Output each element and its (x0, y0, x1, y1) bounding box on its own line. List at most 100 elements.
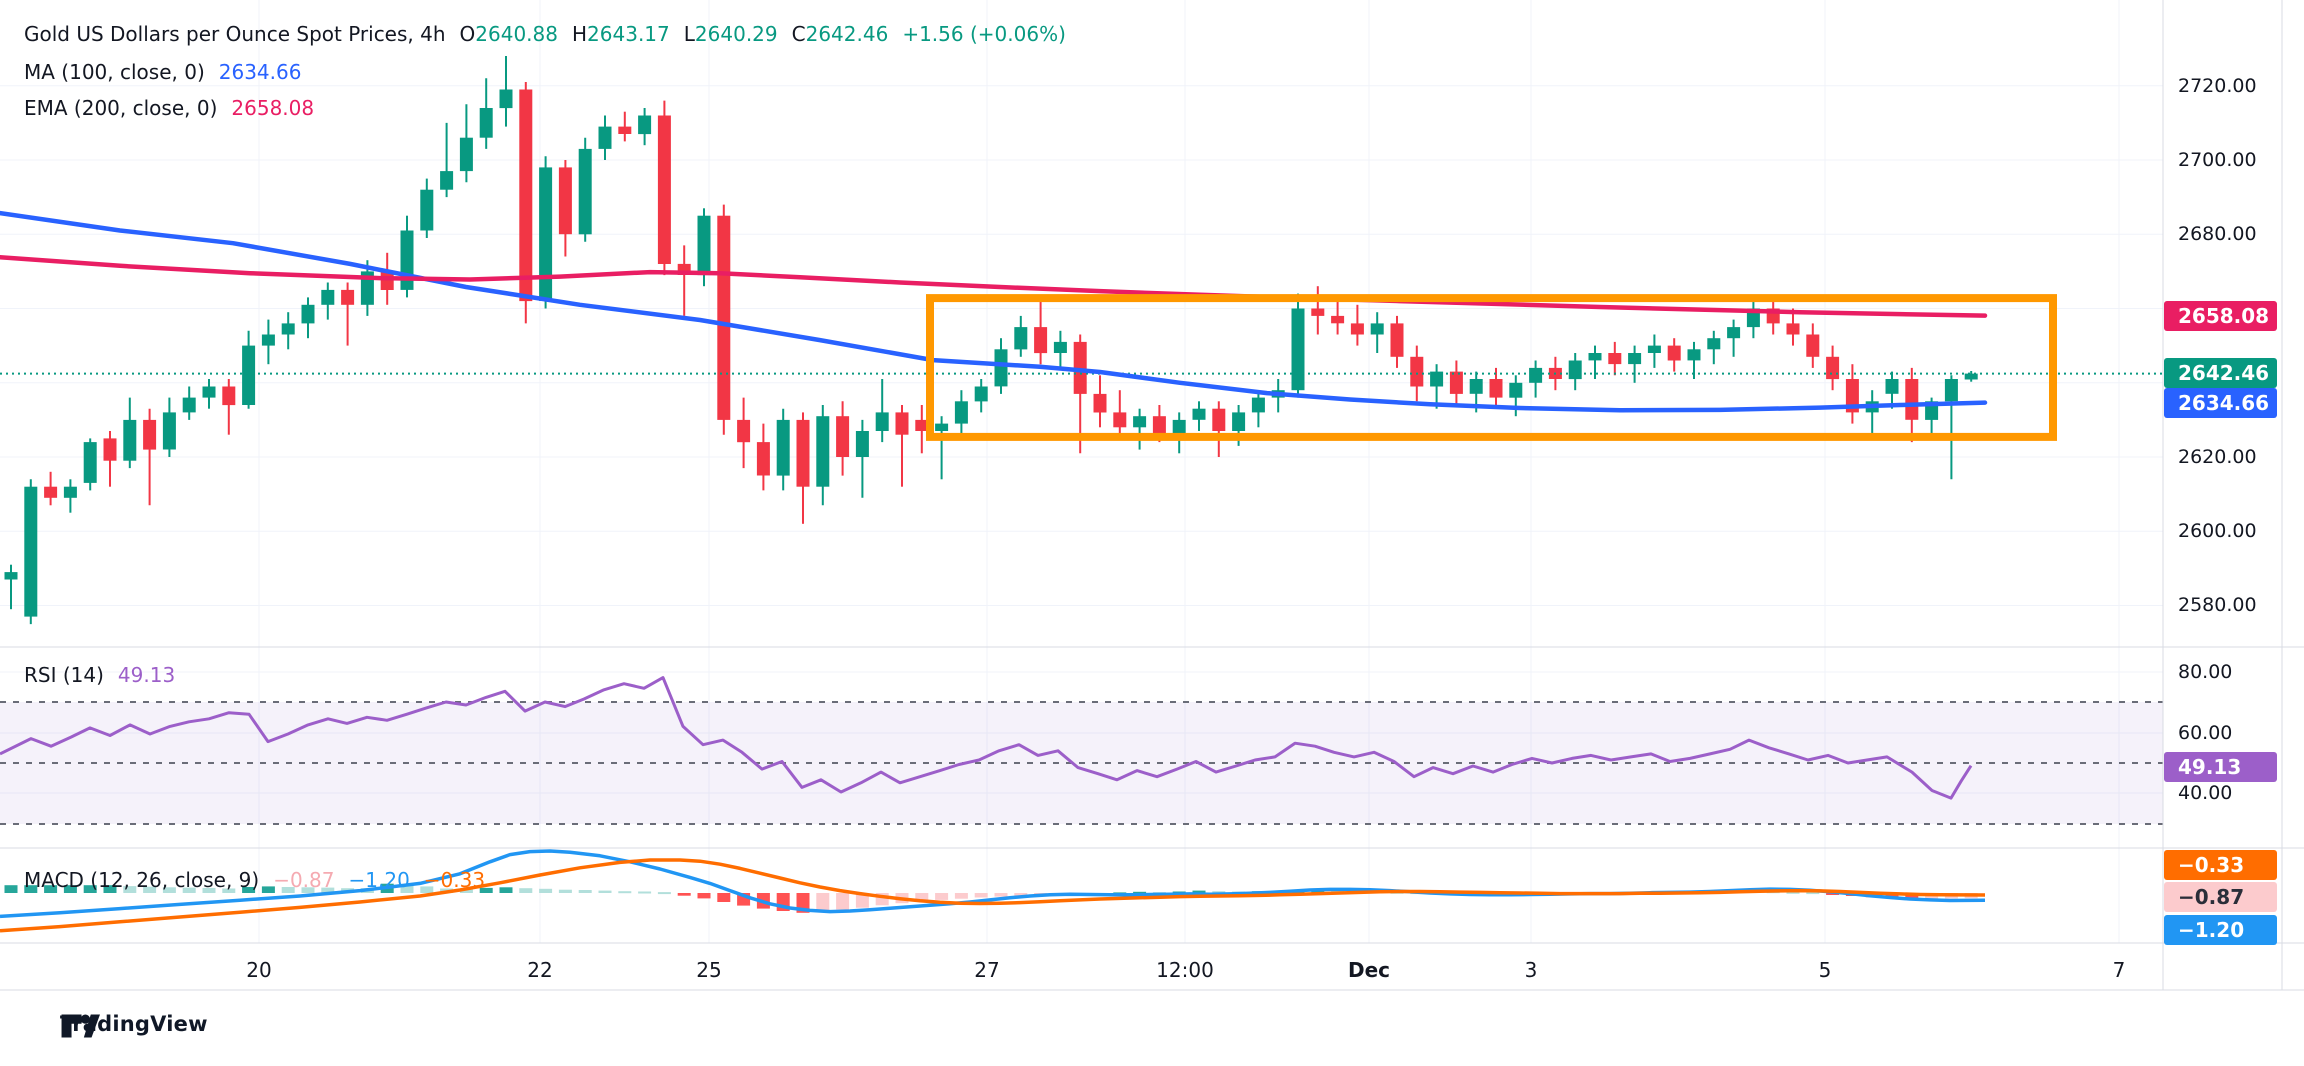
range-annotation-box (926, 294, 2057, 441)
macd-line-value: −1.20 (348, 868, 410, 892)
axis-value-badge: −0.33 (2164, 850, 2277, 880)
candle-body (1786, 323, 1800, 335)
candle-body (1707, 338, 1721, 350)
candle-body (1608, 353, 1622, 365)
macd-hist-bar (1192, 890, 1206, 893)
ohlc-open: O2640.88 (459, 22, 558, 46)
candle-body (1212, 408, 1226, 431)
ma-legend[interactable]: MA (100, close, 0) 2634.66 (24, 60, 301, 84)
macd-legend[interactable]: MACD (12, 26, close, 9) −0.87 −1.20 −0.3… (24, 868, 485, 892)
candle-body (717, 215, 731, 420)
macd-hist-bar (1133, 891, 1147, 894)
price-tick-label: 60.00 (2178, 722, 2233, 744)
candle-body (1073, 341, 1087, 394)
macd-hist-bar (677, 893, 691, 896)
candle-body (1034, 327, 1048, 354)
candle-body (1232, 412, 1246, 431)
candle-body (1568, 360, 1582, 380)
candle-body (519, 89, 533, 302)
macd-hist-bar (638, 891, 652, 894)
macd-hist-bar (816, 893, 830, 912)
axis-value-badge: 2634.66 (2164, 388, 2277, 418)
time-tick-label: 27 (974, 958, 1000, 982)
candle-body (954, 401, 968, 424)
candle-body (994, 349, 1008, 387)
ma-label: MA (100, close, 0) (24, 60, 205, 84)
candle-body (261, 334, 275, 346)
macd-hist-bar (1014, 893, 1028, 896)
candle-body (1667, 345, 1681, 361)
macd-hist-bar (261, 886, 275, 893)
candle-body (816, 416, 830, 487)
macd-hist-bar (657, 892, 671, 895)
macd-hist-bar (1885, 893, 1899, 899)
price-axis[interactable] (2163, 0, 2282, 990)
price-tick-label: 40.00 (2178, 782, 2233, 804)
macd-hist-bar (143, 886, 157, 893)
candle-body (1588, 353, 1602, 361)
candle-body (974, 386, 988, 402)
ohlc-low: L2640.29 (683, 22, 778, 46)
candle-body (103, 438, 117, 461)
macd-hist-bar (954, 893, 968, 899)
price-tick-label: 2620.00 (2178, 446, 2257, 468)
macd-hist-bar (578, 890, 592, 893)
macd-hist-bar (855, 893, 869, 908)
tradingview-logo-icon (61, 1014, 100, 1038)
candle-body (1251, 397, 1265, 413)
candle-body (1430, 371, 1444, 387)
candle-body (242, 345, 256, 405)
rsi-value: 49.13 (117, 663, 176, 687)
macd-label: MACD (12, 26, close, 9) (24, 868, 260, 892)
candle-body (400, 230, 414, 290)
candle-body (1014, 327, 1028, 350)
macd-signal-line (0, 858, 1986, 933)
candle-body (1944, 379, 1958, 402)
macd-hist-bar (123, 886, 137, 893)
time-axis[interactable] (0, 943, 2304, 990)
symbol-legend[interactable]: Gold US Dollars per Ounce Spot Prices, 4… (24, 22, 1066, 46)
axis-value-badge: 2658.08 (2164, 301, 2277, 331)
macd-hist-bar (697, 893, 711, 899)
macd-hist-bar (103, 885, 117, 893)
candle-body (558, 167, 572, 235)
candle-body (1469, 379, 1483, 394)
rsi-legend[interactable]: RSI (14) 49.13 (24, 663, 175, 687)
candle-body (1687, 349, 1701, 361)
rsi-panel (0, 701, 2163, 825)
price-tick-label: 2580.00 (2178, 594, 2257, 616)
macd-hist-bar (24, 885, 38, 893)
candle-body (1331, 315, 1345, 324)
candle-body (657, 115, 671, 264)
ema-legend[interactable]: EMA (200, close, 0) 2658.08 (24, 96, 314, 120)
ma-value: 2634.66 (218, 60, 302, 84)
macd-hist-bar (202, 887, 216, 893)
candle-body (638, 115, 652, 135)
macd-hist-bar (281, 887, 295, 893)
candle-body (1885, 379, 1899, 394)
macd-hist-bar (420, 886, 434, 893)
candle-body (162, 412, 176, 450)
ema-value: 2658.08 (231, 96, 315, 120)
axis-value-badge: 2642.46 (2164, 358, 2277, 388)
tradingview-watermark[interactable]: TradingView (60, 1012, 208, 1038)
candle-body (697, 215, 711, 276)
candle-body (1113, 412, 1127, 428)
candle-body (459, 137, 473, 172)
candles-layer (4, 56, 1978, 625)
candle-body (440, 171, 454, 190)
candle-body (1152, 416, 1166, 435)
candle-body (24, 486, 38, 617)
ohlc-close: C2642.46 (791, 22, 889, 46)
macd-hist-value: −0.87 (273, 868, 335, 892)
time-tick-label: 5 (1818, 958, 1832, 982)
macd-hist-bar (1806, 892, 1820, 895)
time-tick-label: 25 (696, 958, 722, 982)
macd-hist-bar (499, 887, 513, 893)
macd-hist-bar (479, 887, 493, 893)
candle-body (1628, 353, 1642, 365)
rsi-label: RSI (14) (24, 663, 104, 687)
price-tick-label: 2700.00 (2178, 149, 2257, 171)
candle-body (1410, 356, 1424, 387)
